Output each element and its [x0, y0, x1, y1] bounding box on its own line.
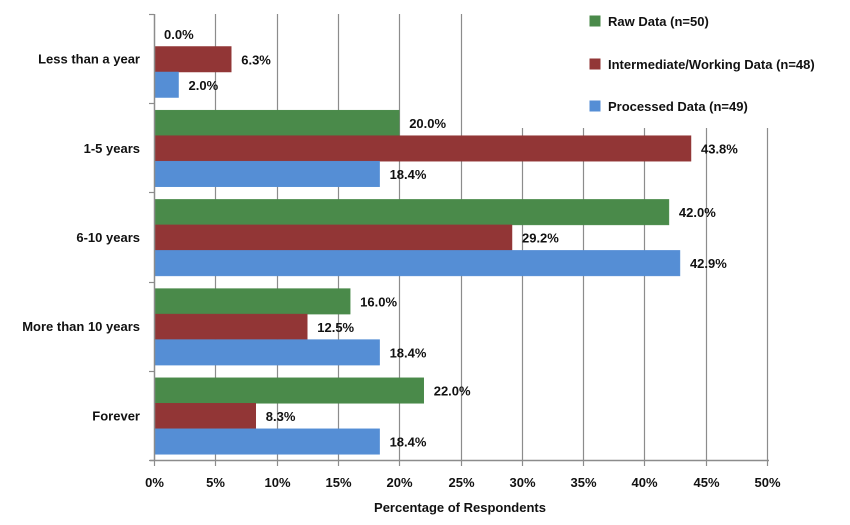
category-label: 6-10 years — [76, 230, 140, 245]
bar — [154, 199, 670, 226]
x-tick-label: 35% — [570, 475, 596, 490]
legend-label: Processed Data (n=49) — [608, 99, 748, 114]
data-label: 16.0% — [360, 294, 397, 309]
bar — [154, 109, 400, 136]
bar — [154, 403, 257, 430]
bar — [154, 160, 380, 187]
bar — [154, 224, 513, 251]
bar — [154, 71, 179, 98]
legend-label: Intermediate/Working Data (n=48) — [608, 57, 815, 72]
category-label: More than 10 years — [22, 319, 140, 334]
x-tick-label: 20% — [386, 475, 412, 490]
x-tick-label: 10% — [264, 475, 290, 490]
data-label: 6.3% — [241, 52, 271, 67]
data-label: 18.4% — [390, 167, 427, 182]
legend-label: Raw Data (n=50) — [608, 14, 709, 29]
bar — [154, 288, 351, 315]
bars — [154, 46, 692, 455]
data-label: 22.0% — [434, 384, 471, 399]
legend-background — [470, 0, 800, 128]
x-tick-label: 30% — [509, 475, 535, 490]
bar — [154, 250, 681, 277]
x-tick-label: 50% — [754, 475, 780, 490]
category-label: 1-5 years — [84, 141, 140, 156]
bar — [154, 135, 692, 162]
data-label: 0.0% — [164, 27, 194, 42]
x-tick-label: 5% — [206, 475, 225, 490]
data-label: 18.4% — [390, 345, 427, 360]
legend-swatch — [589, 100, 601, 112]
bar — [154, 428, 380, 455]
x-axis-title: Percentage of Respondents — [374, 500, 546, 515]
data-label: 43.8% — [701, 141, 738, 156]
bar — [154, 377, 424, 404]
bar — [154, 313, 308, 340]
data-label: 8.3% — [266, 409, 296, 424]
data-label: 18.4% — [390, 435, 427, 450]
data-label: 42.0% — [679, 205, 716, 220]
x-tick-label: 25% — [448, 475, 474, 490]
legend: Raw Data (n=50) Intermediate/Working Data… — [470, 0, 815, 128]
legend-swatch — [589, 58, 601, 70]
data-label: 12.5% — [317, 320, 354, 335]
x-tick-label: 40% — [631, 475, 657, 490]
axes: 0% 5% 10% 15% 20% 25% 30% 35% 40% 45% 50% Less than… — [22, 13, 781, 490]
data-label: 2.0% — [189, 78, 219, 93]
x-tick-label: 0% — [145, 475, 164, 490]
legend-swatch — [589, 15, 601, 27]
data-label: 29.2% — [522, 231, 559, 246]
x-tick-label: 45% — [693, 475, 719, 490]
bar — [154, 46, 232, 73]
x-tick-label: 15% — [325, 475, 351, 490]
category-label: Less than a year — [38, 52, 140, 67]
bar — [154, 339, 380, 366]
data-label: 20.0% — [409, 116, 446, 131]
data-labels: 0.0% 20.0% 42.0% 16.0% 22.0% 6.3% 43.8% 29.2% 12… — [164, 27, 738, 450]
category-label: Forever — [92, 408, 140, 423]
data-label: 42.9% — [690, 256, 727, 271]
